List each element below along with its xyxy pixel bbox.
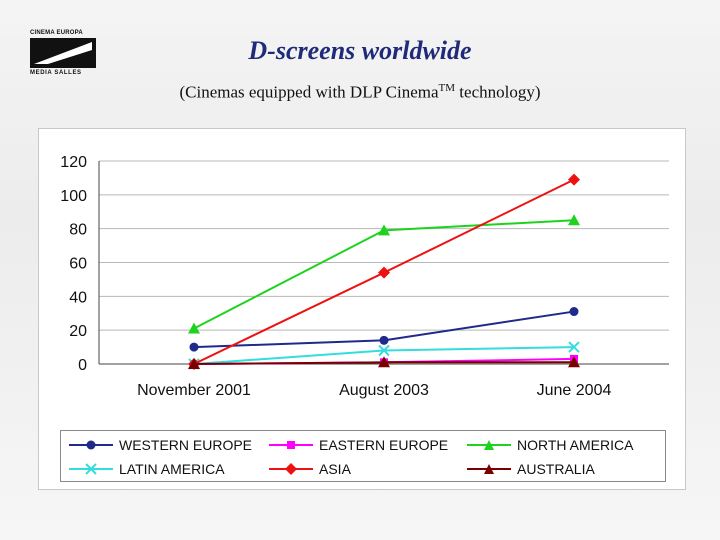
data-point	[568, 173, 580, 186]
subtitle-text-end: technology)	[455, 82, 541, 102]
legend-marker-circle-icon	[69, 440, 113, 450]
data-point	[378, 266, 390, 279]
cinema-europa-logo: CINEMA EUROPA MEDIA SALLES	[30, 30, 96, 78]
y-tick-label: 0	[78, 357, 87, 374]
legend-marker-x-icon	[69, 463, 113, 475]
y-tick-label: 40	[69, 289, 87, 306]
logo-top-text: CINEMA EUROPA	[30, 30, 83, 36]
logo-bottom-text: MEDIA SALLES	[30, 70, 82, 76]
y-tick-label: 20	[69, 323, 87, 340]
subtitle-trademark: TM	[438, 82, 456, 94]
page-subtitle: (Cinemas equipped with DLP CinemaTM tech…	[0, 82, 720, 103]
data-point	[378, 356, 390, 368]
data-point	[188, 358, 200, 369]
legend-marker-diamond-icon	[269, 463, 313, 475]
data-point	[568, 341, 580, 353]
data-point	[189, 342, 199, 352]
legend-label: NORTH AMERICA	[517, 437, 634, 453]
legend-label: AUSTRALIA	[517, 461, 595, 477]
y-tick-label: 100	[60, 188, 87, 205]
legend-marker-square-icon	[269, 441, 313, 449]
legend-label: WESTERN EUROPE	[119, 437, 253, 453]
data-point	[568, 356, 580, 368]
chart-legend: WESTERN EUROPE EASTERN EUROPE NORTH AMER…	[60, 430, 666, 482]
subtitle-text: (Cinemas equipped with DLP Cinema	[179, 82, 439, 102]
x-tick-label: June 2004	[537, 382, 612, 399]
legend-item-latin-america: LATIN AMERICA	[69, 459, 225, 479]
data-point	[378, 224, 390, 236]
data-point	[569, 307, 579, 317]
data-point	[188, 322, 200, 334]
data-point	[378, 344, 390, 357]
legend-item-western-europe: WESTERN EUROPE	[69, 435, 252, 455]
legend-marker-triangle-icon	[467, 464, 511, 474]
data-point	[568, 214, 580, 226]
legend-item-asia: ASIA	[269, 459, 351, 479]
legend-item-australia: AUSTRALIA	[467, 459, 595, 479]
page-title: D-screens worldwide	[248, 36, 472, 65]
chart-area: 0 20 40 60 80 100 120 November 2001 August 2003 J…	[38, 128, 686, 490]
legend-label: LATIN AMERICA	[119, 461, 225, 477]
legend-label: EASTERN EUROPE	[319, 437, 449, 453]
legend-item-eastern-europe: EASTERN EUROPE	[269, 435, 448, 455]
logo-mark-icon	[30, 38, 96, 68]
y-tick-label: 80	[69, 222, 87, 239]
legend-label: ASIA	[319, 461, 351, 477]
x-tick-label: August 2003	[339, 382, 429, 399]
legend-item-north-america: NORTH AMERICA	[467, 435, 633, 455]
line-chart: 0 20 40 60 80 100 120 November 2001 August 2003 J…	[60, 154, 669, 399]
y-tick-label: 120	[60, 154, 87, 171]
data-point	[379, 335, 389, 345]
x-tick-label: November 2001	[137, 382, 251, 399]
legend-marker-triangle-icon	[467, 440, 511, 450]
y-tick-label: 60	[69, 256, 87, 273]
